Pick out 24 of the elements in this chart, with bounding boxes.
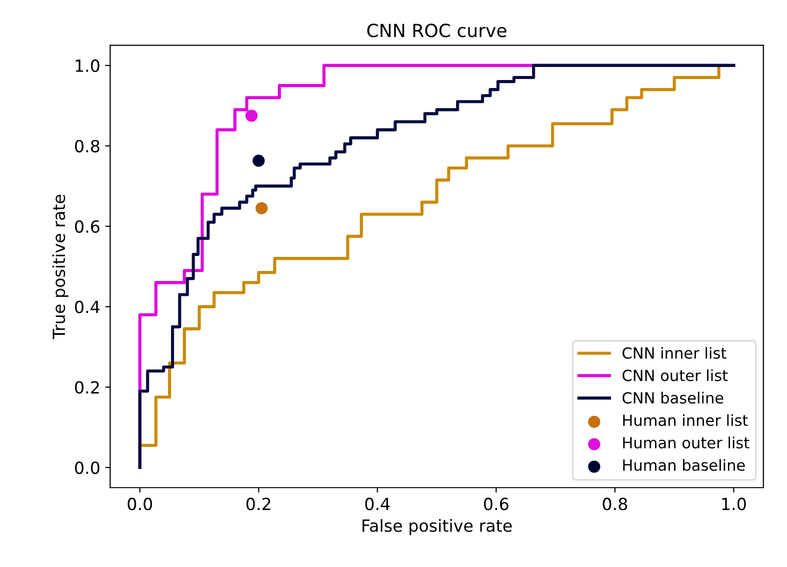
- legend-label: CNN outer list: [622, 369, 728, 382]
- y-tick-label: 0.8: [75, 140, 100, 152]
- point: [245, 110, 258, 122]
- legend-label: CNN baseline: [622, 392, 724, 404]
- x-tick-label: 1.0: [722, 498, 746, 510]
- point: [256, 202, 268, 214]
- x-tick-label: 0.2: [246, 498, 270, 510]
- y-tick-label: 0.4: [75, 300, 100, 314]
- legend-label: Human inner list: [623, 414, 748, 426]
- x-tick-label: 0.8: [602, 498, 628, 510]
- x-tick-label: 0.6: [484, 498, 508, 510]
- x-tick-label: 0.0: [128, 498, 152, 510]
- legend-label: Human baseline: [623, 459, 745, 471]
- y-tick-label: 0.0: [75, 461, 100, 474]
- point: [252, 154, 265, 167]
- y-tick-label: 0.6: [75, 220, 100, 233]
- y-axis-title: True positive rate: [52, 194, 68, 340]
- chart-title: CNN ROC curve: [367, 24, 506, 38]
- legend-label: CNN inner list: [622, 346, 726, 359]
- legend-label: Human outer list: [623, 436, 750, 448]
- x-tick-label: 0.4: [365, 498, 390, 510]
- y-tick-label: 1.0: [76, 59, 100, 72]
- y-tick-label: 0.2: [75, 381, 99, 394]
- x-axis-title: False positive rate: [362, 519, 512, 536]
